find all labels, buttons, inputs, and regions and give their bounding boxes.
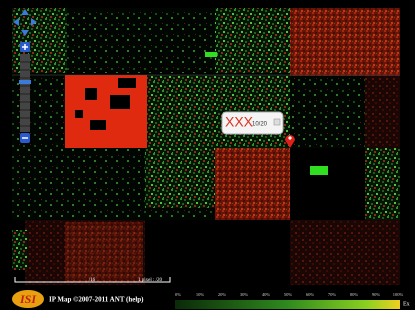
legend-label: 40%	[262, 292, 271, 297]
legend-label: 0%	[175, 292, 181, 297]
legend-label: 10%	[196, 292, 205, 297]
legend-label: 100%	[393, 292, 404, 297]
legend-label: 60%	[306, 292, 315, 297]
ip-map: XXX 10/20 /16 1 pixel : /20 ISI IP Map ©…	[0, 0, 415, 310]
credit: IP Map ©2007-2011 ANT	[49, 296, 125, 304]
legend-end: Ex	[403, 301, 410, 307]
legend-label: 80%	[350, 292, 359, 297]
scale-left: /16	[89, 278, 96, 283]
zoom-slider[interactable]	[20, 54, 30, 132]
footer: ISI IP Map ©2007-2011 ANT (help) 0% 10% 20…	[0, 287, 415, 310]
scale-right: 1 pixel : /20	[138, 278, 163, 283]
map-canvas: XXX 10/20 /16 1 pixel : /20 ISI IP Map ©…	[0, 0, 415, 310]
help-link[interactable]: (help)	[126, 296, 144, 304]
popup-subtitle: 10/20	[252, 122, 268, 128]
legend-bar	[175, 300, 400, 309]
popup: XXX 10/20	[222, 112, 283, 134]
map-tiles	[12, 8, 415, 287]
legend-label: 20%	[218, 292, 227, 297]
popup-title: XXX	[225, 114, 254, 130]
popup-close[interactable]	[274, 119, 280, 125]
legend-label: 30%	[240, 292, 249, 297]
legend-label: 70%	[328, 292, 337, 297]
logo: ISI	[19, 292, 37, 306]
legend-label: 90%	[372, 292, 381, 297]
legend-label: 50%	[284, 292, 293, 297]
